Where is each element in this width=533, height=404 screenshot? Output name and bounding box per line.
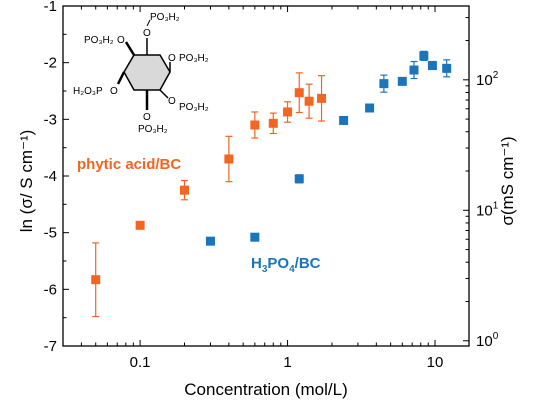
structure-o-top: O [143, 28, 151, 39]
annotation-h3po4-sub2: 4 [289, 264, 295, 275]
data-point [268, 118, 278, 128]
data-point [427, 61, 437, 70]
y-left-axis-title: ln (σ/ S cm⁻¹) [17, 130, 36, 233]
phytic-acid-structure: O PO₃H₂ O PO₃H₂ O PO₃H₂ O H₂O₃P O PO₃H₂ … [73, 12, 209, 135]
structure-o-left: O [110, 86, 118, 97]
data-point [91, 275, 101, 285]
structure-o-right: O [168, 53, 176, 64]
structure-label-left: H₂O₃P [73, 86, 103, 97]
data-point [419, 51, 429, 61]
y-right-tick-base: 10 [476, 202, 493, 219]
structure-label-bottom: PO₃H₂ [138, 124, 168, 135]
data-series [91, 50, 452, 318]
bond-upper-left [124, 41, 136, 56]
annotation-h3po4-tail: /BC [295, 255, 321, 272]
data-point [379, 79, 389, 89]
y-right-tick-label: 101 [476, 200, 499, 219]
y-left-tick-label: -5 [44, 225, 57, 242]
series-phytic-acid [91, 72, 327, 318]
data-point [250, 120, 260, 130]
structure-label-top: PO₃H₂ [150, 12, 180, 23]
y-left-tick-labels: -1 -2 -3 -4 -5 -6 -7 [44, 0, 57, 355]
series-h3po4 [205, 50, 452, 246]
annotation-h3po4-po: PO [267, 255, 289, 272]
y-right-tick-label: 100 [476, 331, 499, 350]
data-point [294, 88, 304, 98]
y-right-tick-base: 10 [476, 333, 493, 350]
y-left-tick-label: -2 [44, 55, 57, 72]
data-point [294, 174, 304, 184]
data-point [397, 76, 407, 86]
x-tick-labels: 0.1 1 10 [130, 354, 444, 371]
y-left-tick-label: -4 [44, 168, 57, 185]
x-tick-label: 0.1 [130, 354, 151, 371]
x-tick-label: 1 [283, 354, 291, 371]
inositol-ring [123, 54, 171, 91]
data-point [339, 115, 349, 125]
y-left-tick-label: -3 [44, 111, 57, 128]
structure-label-lower-right: PO₃H₂ [179, 102, 209, 113]
data-point [205, 236, 215, 246]
y-right-tick-exponent: 0 [493, 331, 499, 342]
y-left-tick-label: -1 [44, 0, 57, 15]
x-axis-title: Concentration (mol/L) [184, 380, 347, 399]
y-right-tick-base: 10 [476, 72, 493, 89]
data-point [409, 65, 419, 75]
data-point [250, 232, 260, 242]
y-left-tick-label: -6 [44, 281, 57, 298]
annotation-h3po4-sub1: 3 [262, 264, 268, 275]
bond-top-p [146, 19, 151, 27]
data-point [283, 107, 293, 117]
data-point [135, 220, 145, 230]
annotation-phytic-acid: phytic acid/BC [77, 156, 181, 173]
structure-o-bottom: O [143, 112, 151, 123]
data-point [365, 103, 375, 113]
data-point [224, 154, 234, 164]
y-right-tick-label: 102 [476, 70, 499, 89]
y-right-tick-exponent: 2 [493, 70, 499, 81]
structure-o-upper-left: O [117, 35, 125, 46]
y-right-tick-exponent: 1 [493, 200, 499, 211]
structure-o-lower-right: O [168, 96, 176, 107]
annotation-h3po4: H3PO4/BC [251, 255, 321, 275]
structure-label-upper-left: PO₃H₂ [84, 35, 114, 46]
data-point [442, 63, 452, 73]
tick-marks [62, 5, 469, 347]
bond-left [116, 71, 126, 85]
data-point [317, 93, 327, 103]
structure-label-right: PO₃H₂ [179, 53, 209, 64]
x-tick-label: 10 [427, 354, 444, 371]
data-point [179, 185, 189, 195]
data-point [304, 96, 314, 106]
y-right-axis-title: σ(mS cm⁻¹) [498, 136, 517, 225]
y-left-tick-label: -7 [44, 338, 57, 355]
bond-lower-right [159, 89, 169, 99]
axes-frame [62, 5, 470, 347]
annotation-h3po4-h: H [251, 255, 262, 272]
plot-frame [62, 5, 470, 347]
